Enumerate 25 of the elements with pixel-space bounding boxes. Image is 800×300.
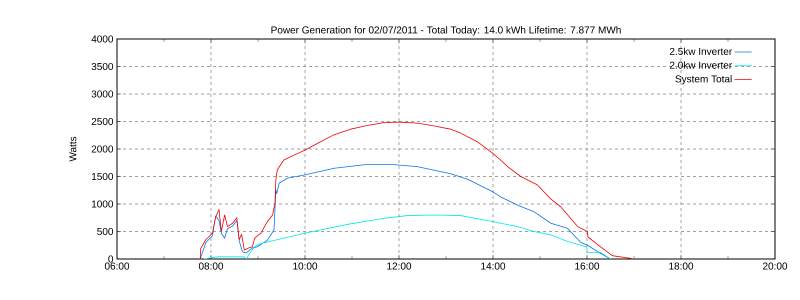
y-tick-label: 3500 (92, 62, 114, 70)
y-tick-label: 0 (108, 255, 114, 263)
x-tick-label: 12:00 (387, 262, 412, 270)
legend-label: 2.0kw Inverter (670, 61, 732, 69)
y-tick-label: 2500 (92, 118, 114, 126)
chart-title: Power Generation for 02/07/2011 - Total Today: 14.0 kWh Lifetime: 7.877 MWh (271, 26, 621, 36)
line-series (204, 214, 611, 259)
y-tick-label: 3000 (92, 90, 114, 98)
x-tick-label: 20:00 (762, 262, 788, 270)
x-tick-label: 06:00 (104, 262, 130, 270)
line-series (200, 164, 611, 259)
y-tick-label: 2000 (92, 145, 114, 153)
legend-label: System Total (675, 75, 732, 84)
x-tick-label: 16:00 (575, 262, 600, 270)
y-tick-label: 500 (97, 228, 114, 236)
x-tick-label: 18:00 (669, 262, 694, 270)
x-tick-label: 10:00 (293, 262, 318, 270)
legend-label: 2.5kw Inverter (670, 48, 732, 55)
x-tick-label: 14:00 (481, 262, 506, 270)
y-tick-label: 1000 (92, 200, 114, 208)
line-series (200, 122, 634, 259)
y-axis-title: Watts (69, 136, 76, 162)
y-tick-label: 1500 (92, 172, 114, 180)
x-tick-label: 08:00 (198, 262, 224, 270)
y-tick-label: 4000 (91, 35, 114, 43)
